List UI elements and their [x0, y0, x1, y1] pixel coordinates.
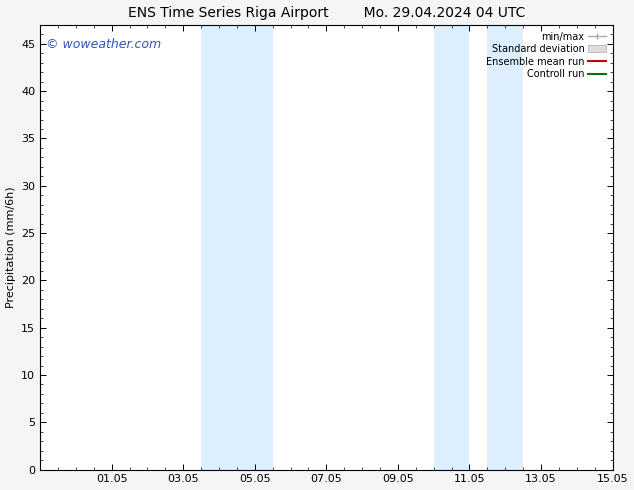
- Title: ENS Time Series Riga Airport        Mo. 29.04.2024 04 UTC: ENS Time Series Riga Airport Mo. 29.04.2…: [127, 5, 525, 20]
- Bar: [201, 25, 237, 469]
- Bar: [488, 25, 523, 469]
- Bar: [434, 25, 470, 469]
- Text: © woweather.com: © woweather.com: [46, 38, 161, 51]
- Bar: [237, 25, 273, 469]
- Y-axis label: Precipitation (mm/6h): Precipitation (mm/6h): [6, 186, 16, 308]
- Legend: min/max, Standard deviation, Ensemble mean run, Controll run: min/max, Standard deviation, Ensemble me…: [484, 30, 608, 81]
